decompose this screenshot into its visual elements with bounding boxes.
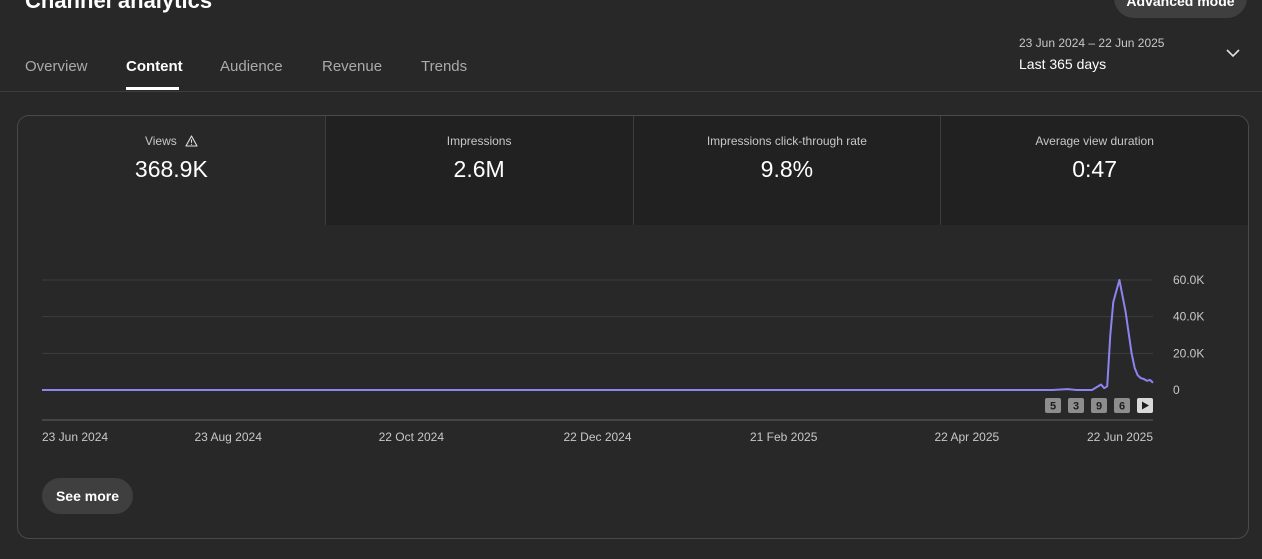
- metric-avg-view-duration[interactable]: Average view duration 0:47: [940, 116, 1248, 225]
- x-tick-label: 23 Jun 2024: [42, 430, 108, 444]
- metric-cards: Views 368.9K Impressions 2.6M Impression…: [18, 116, 1248, 225]
- metric-views[interactable]: Views 368.9K: [18, 116, 325, 225]
- metric-label: Impressions: [446, 134, 512, 148]
- annotation-marker: [1068, 398, 1084, 413]
- see-more-button[interactable]: See more: [42, 478, 133, 514]
- metric-label: Views: [144, 134, 177, 148]
- views-series-line: [42, 279, 1154, 391]
- x-tick-label: 22 Jun 2025: [1087, 430, 1153, 444]
- tab-content[interactable]: Content: [126, 58, 183, 75]
- annotation-marker: [1091, 398, 1107, 413]
- annotation-marker-label: 6: [1119, 401, 1125, 413]
- date-range-picker[interactable]: 23 Jun 2024 – 22 Jun 2025 Last 365 days: [1019, 36, 1164, 72]
- x-tick-label: 23 Aug 2024: [194, 430, 262, 444]
- metric-value: 0:47: [1072, 156, 1117, 182]
- x-tick-label: 22 Apr 2025: [934, 430, 999, 444]
- metric-value: 2.6M: [453, 156, 505, 182]
- y-tick-label: 60.0K: [1173, 273, 1204, 287]
- metric-label: Impressions click-through rate: [706, 134, 867, 148]
- metric-impressions[interactable]: Impressions 2.6M: [324, 116, 633, 225]
- tab-overview[interactable]: Overview: [25, 58, 88, 75]
- tab-trends[interactable]: Trends: [421, 58, 468, 75]
- tab-bar: Overview Content Audience Revenue Trends…: [0, 0, 1262, 92]
- annotation-marker-label: 3: [1073, 401, 1079, 413]
- tab-audience[interactable]: Audience: [220, 58, 283, 75]
- date-range-dates: 23 Jun 2024 – 22 Jun 2025: [1019, 36, 1165, 50]
- y-tick-label: 40.0K: [1173, 310, 1204, 324]
- metric-ctr[interactable]: Impressions click-through rate 9.8%: [632, 116, 941, 225]
- metric-label: Average view duration: [1035, 134, 1154, 148]
- annotation-marker-label: 9: [1096, 401, 1102, 413]
- play-icon-glyph: [1142, 401, 1149, 410]
- views-line-chart[interactable]: 60.0K 40.0K 20.0K 0 23 Jun 2024 23 Aug 2024 22…: [18, 116, 1248, 476]
- annotation-marker-label: 5: [1050, 401, 1056, 413]
- date-range-label: Last 365 days: [1019, 56, 1107, 72]
- x-tick-label: 21 Feb 2025: [750, 430, 818, 444]
- page-title: Channel analytics: [25, 0, 213, 13]
- active-tab-indicator: [126, 87, 179, 90]
- metric-value: 9.8%: [760, 156, 814, 182]
- x-tick-label: 22 Oct 2024: [379, 430, 445, 444]
- y-tick-label: 20.0K: [1173, 346, 1204, 360]
- annotation-marker: [1114, 398, 1130, 413]
- annotation-marker: [1045, 398, 1061, 413]
- advanced-mode-button[interactable]: Advanced mode: [1114, 0, 1247, 18]
- metric-value: 368.9K: [134, 156, 208, 182]
- tab-revenue[interactable]: Revenue: [322, 58, 383, 75]
- analytics-card: Views 368.9K Impressions 2.6M Impression…: [17, 115, 1249, 539]
- warning-icon[interactable]: [185, 135, 198, 147]
- x-tick-label: 22 Dec 2024: [563, 430, 631, 444]
- y-tick-label: 0: [1173, 383, 1180, 397]
- chevron-down-icon[interactable]: [1226, 48, 1240, 58]
